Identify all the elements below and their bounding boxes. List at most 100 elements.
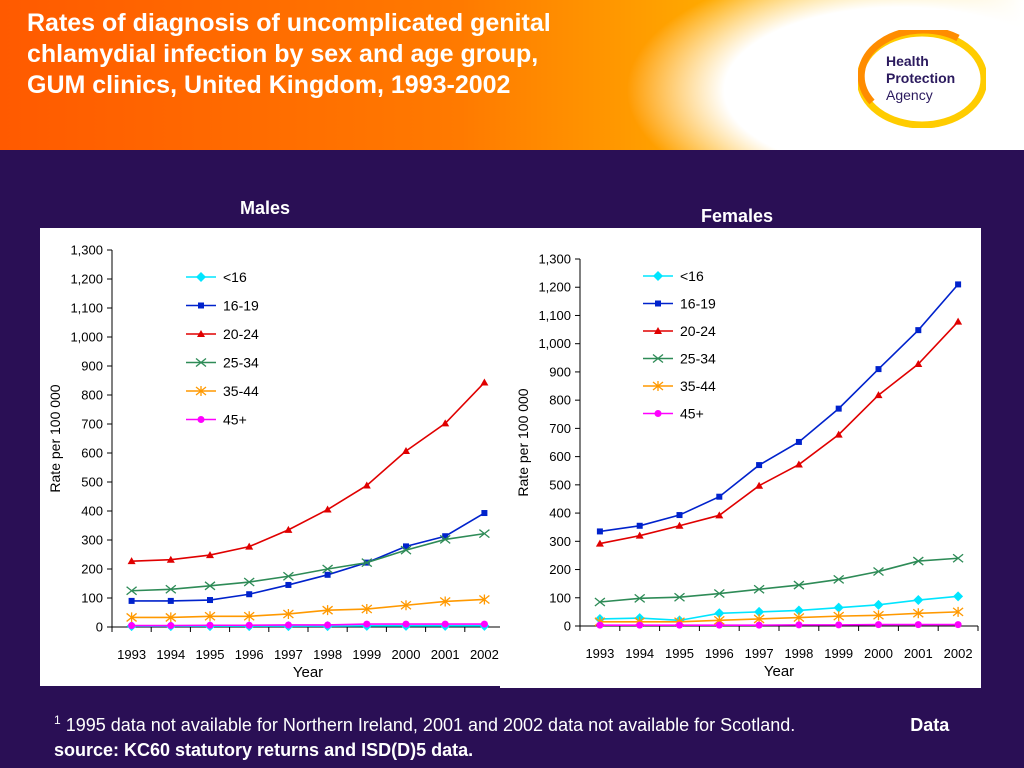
females-chart: 0 100 200 300 400 500 600 700 800 900 1,000 1,100 1,…	[515, 252, 979, 680]
males-x-tick-label: 2001	[431, 647, 460, 662]
males-series-line	[131, 381, 485, 562]
males-series-16-19	[128, 510, 488, 604]
females-legend-item: 35-44	[643, 378, 716, 394]
females-y-tick-label: 300	[549, 534, 571, 549]
females-legend-item: 16-19	[643, 296, 716, 312]
males-data-point	[323, 505, 332, 513]
females-y-tick-label: 600	[549, 449, 571, 464]
females-data-point	[875, 366, 882, 373]
males-data-point	[441, 419, 450, 427]
females-data-point	[914, 360, 923, 368]
males-x-tick-label: 1996	[235, 647, 264, 662]
females-data-point	[595, 539, 604, 547]
females-x-tick-label: 1996	[705, 646, 734, 661]
males-chart: 0 100 200 300 400 500 600 700 800 900 1,000 1,100 1,…	[47, 243, 505, 681]
males-data-point	[243, 611, 255, 622]
females-series-25-34	[594, 553, 964, 607]
males-y-tick-label: 1,200	[70, 272, 103, 287]
males-data-point	[165, 612, 177, 623]
males-data-point	[400, 600, 412, 611]
header-banner: Rates of diagnosis of uncomplicated geni…	[0, 0, 1024, 150]
males-data-point	[442, 533, 449, 540]
males-data-point	[167, 597, 174, 604]
females-data-point	[755, 481, 764, 489]
males-legend-item: 16-19	[186, 298, 259, 314]
females-legend-label: 35-44	[680, 378, 716, 394]
males-legend-label: 25-34	[223, 355, 259, 371]
data-source: Data source: KC60 statutory returns and …	[54, 715, 950, 760]
males-legend-label: 35-44	[223, 383, 259, 399]
females-data-point	[833, 611, 845, 622]
males-legend-marker	[198, 302, 204, 309]
males-legend-item: 35-44	[186, 383, 259, 399]
females-y-tick-label: 1,000	[538, 336, 571, 351]
males-legend-item: 25-34	[186, 355, 259, 371]
females-y-tick-label: 1,300	[538, 252, 571, 267]
males-chart-panel: 0 100 200 300 400 500 600 700 800 900 1,000 1,100 1,…	[40, 228, 516, 686]
females-data-point	[715, 511, 724, 519]
females-data-point	[674, 592, 685, 602]
females-data-point	[873, 610, 884, 621]
females-data-point	[833, 574, 845, 584]
females-legend-label: 16-19	[680, 296, 716, 312]
males-series-25-34	[126, 529, 490, 596]
logo-line3: Agency	[886, 87, 933, 103]
males-data-point	[478, 594, 490, 605]
females-y-tick-label: 700	[549, 421, 571, 436]
males-x-tick-label: 1999	[352, 647, 381, 662]
females-legend-item: 45+	[643, 406, 704, 422]
females-x-tick-label: 2000	[864, 646, 893, 661]
males-y-tick-label: 600	[81, 446, 103, 461]
females-x-tick-label: 1993	[585, 646, 614, 661]
females-data-point	[596, 621, 604, 629]
males-data-point	[480, 620, 488, 628]
males-data-point	[480, 378, 489, 386]
males-data-point	[165, 584, 177, 594]
footnote: 1 1995 data not available for Northern I…	[54, 708, 984, 763]
females-y-tick-label: 1,200	[538, 280, 571, 295]
males-data-point	[166, 555, 175, 563]
females-data-point	[795, 438, 802, 445]
males-y-tick-label: 200	[81, 562, 103, 577]
females-series-<16	[594, 591, 964, 626]
hpa-logo: Health Protection Agency	[858, 30, 986, 128]
females-data-point	[793, 580, 805, 590]
males-data-point	[324, 621, 332, 629]
males-data-point	[206, 551, 214, 559]
males-y-tick-label: 1,100	[70, 301, 103, 316]
males-chart-label: Males	[240, 198, 291, 218]
males-legend-label: 16-19	[223, 298, 259, 314]
females-x-tick-label: 1995	[665, 646, 694, 661]
females-data-point	[834, 430, 843, 438]
females-data-point	[635, 531, 644, 539]
males-legend-item: 20-24	[186, 326, 259, 342]
females-data-point	[714, 608, 725, 619]
females-y-tick-label: 100	[549, 590, 571, 605]
males-data-point	[324, 571, 331, 578]
males-data-point	[243, 577, 255, 587]
females-series-16-19	[596, 281, 962, 535]
females-data-point	[954, 621, 962, 629]
males-data-point	[402, 446, 410, 454]
males-x-tick-label: 2002	[470, 647, 499, 662]
males-data-point	[363, 620, 371, 628]
males-data-point	[167, 622, 175, 630]
females-series-line	[599, 623, 959, 626]
females-data-point	[715, 621, 723, 629]
females-series-35-44	[594, 606, 964, 627]
males-data-point	[207, 597, 213, 604]
males-data-point	[361, 604, 373, 615]
males-data-point	[284, 525, 293, 533]
females-data-point	[914, 621, 922, 629]
females-data-point	[754, 606, 765, 617]
males-data-point	[441, 620, 449, 628]
females-data-point	[952, 606, 964, 617]
males-legend-label: 45+	[223, 412, 247, 428]
males-data-point	[128, 622, 136, 630]
males-data-point	[439, 534, 451, 544]
males-y-tick-label: 1,300	[70, 243, 103, 258]
females-data-point	[833, 602, 844, 613]
males-legend-marker	[196, 272, 206, 282]
males-y-tick-label: 400	[81, 504, 103, 519]
males-data-point	[245, 542, 254, 550]
